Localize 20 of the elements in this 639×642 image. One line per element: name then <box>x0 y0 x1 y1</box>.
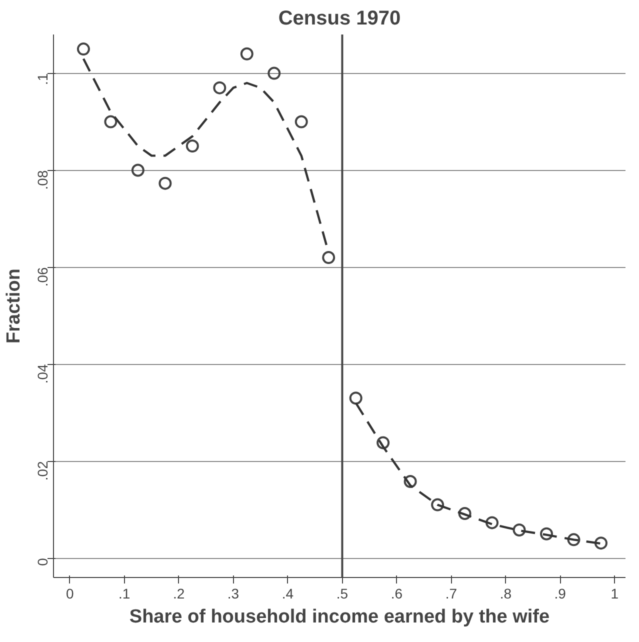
y-tick-label: .08 <box>34 170 50 190</box>
x-tick-label: .2 <box>172 586 185 602</box>
x-tick-label: .1 <box>118 586 130 602</box>
x-tick-label: 1 <box>610 586 619 602</box>
y-tick-label: .02 <box>34 460 50 481</box>
y-axis-title: Fraction <box>4 268 24 344</box>
x-tick-label: .7 <box>445 586 458 602</box>
x-tick-label: 0 <box>66 586 74 602</box>
x-tick-label: .8 <box>500 586 512 602</box>
y-tick-label: .1 <box>34 73 50 85</box>
x-tick-label: .6 <box>390 586 403 602</box>
x-tick-label: .4 <box>282 586 294 602</box>
y-tick-label: .06 <box>34 267 50 287</box>
x-tick-label: .3 <box>227 586 240 602</box>
x-tick-label: .9 <box>554 586 566 602</box>
y-tick-label: 0 <box>34 558 50 566</box>
chart-title: Census 1970 <box>278 8 401 30</box>
x-axis-title: Share of household income earned by the wife <box>129 606 550 628</box>
y-tick-label: .04 <box>34 364 50 384</box>
x-tick-label: .5 <box>336 586 348 602</box>
